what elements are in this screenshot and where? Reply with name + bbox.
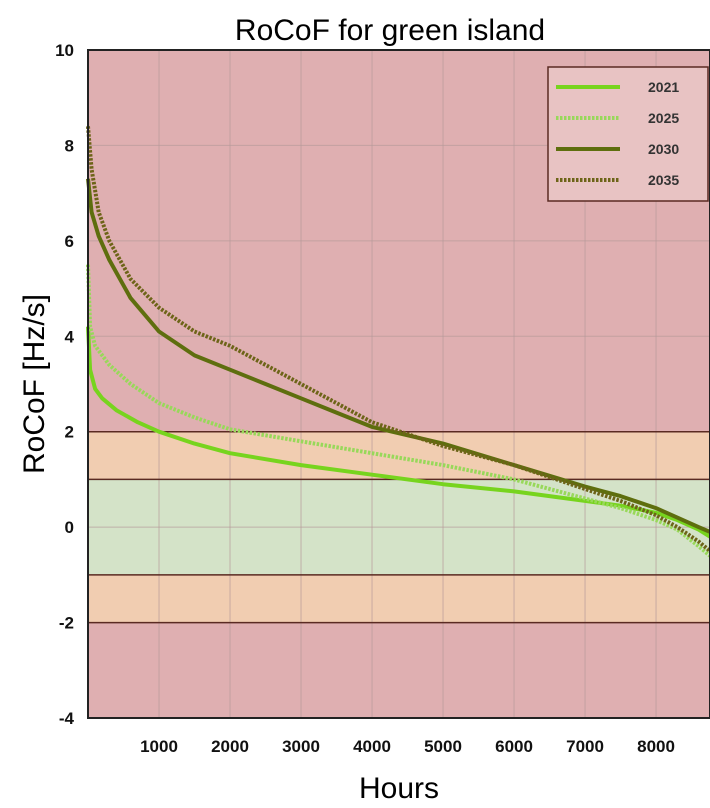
legend: 2021 2025 2030 2035 <box>547 66 709 202</box>
y-tick-labels: -4 -2 0 2 4 6 8 10 <box>55 41 74 728</box>
x-tick-label-6: 7000 <box>566 737 604 756</box>
legend-label-2021: 2021 <box>648 79 679 95</box>
series-lines <box>86 126 710 558</box>
chart-title: RoCoF for green island <box>235 14 545 47</box>
y-tick-label-6: 8 <box>65 136 74 155</box>
band-4 <box>88 622 710 718</box>
legend-label-2025: 2025 <box>648 110 679 126</box>
x-axis-title: Hours <box>359 772 439 805</box>
x-tick-label-5: 6000 <box>495 737 533 756</box>
legend-label-2030: 2030 <box>648 141 679 157</box>
y-tick-label-3: 2 <box>65 423 74 442</box>
legend-box <box>547 66 709 202</box>
y-tick-label-2: 0 <box>65 518 74 537</box>
x-tick-label-0: 1000 <box>140 737 178 756</box>
series-line-2030 <box>86 178 710 534</box>
y-tick-label-4: 4 <box>65 327 75 346</box>
x-tick-label-1: 2000 <box>211 737 249 756</box>
x-tick-label-4: 5000 <box>424 737 462 756</box>
x-tick-label-3: 4000 <box>353 737 391 756</box>
y-tick-label-1: -2 <box>59 614 74 633</box>
band-3 <box>88 574 710 623</box>
series-line-2021 <box>86 326 710 539</box>
y-tick-label-5: 6 <box>65 232 74 251</box>
band-1 <box>88 431 710 480</box>
plot-frame <box>87 49 710 719</box>
x-tick-labels: 1000 2000 3000 4000 5000 6000 7000 8000 <box>140 737 675 756</box>
x-tick-label-7: 8000 <box>637 737 675 756</box>
y-axis-title: RoCoF [Hz/s] <box>18 294 51 474</box>
series-line-2035 <box>86 126 710 553</box>
y-tick-label-0: -4 <box>59 709 75 728</box>
y-tick-label-7: 10 <box>55 41 74 60</box>
series-line-2025 <box>86 264 710 558</box>
legend-label-2035: 2035 <box>648 172 679 188</box>
x-tick-label-2: 3000 <box>282 737 320 756</box>
